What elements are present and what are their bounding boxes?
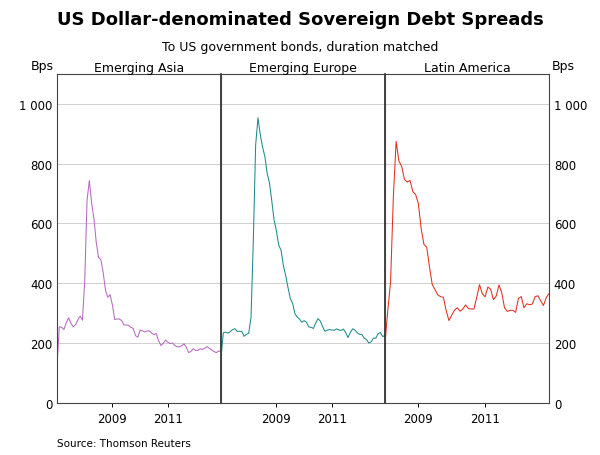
Text: US Dollar-denominated Sovereign Debt Spreads: US Dollar-denominated Sovereign Debt Spr… [56, 11, 544, 29]
Text: Bps: Bps [552, 60, 575, 73]
Text: Emerging Asia: Emerging Asia [94, 62, 184, 75]
Text: Source: Thomson Reuters: Source: Thomson Reuters [57, 438, 191, 448]
Text: Bps: Bps [31, 60, 54, 73]
Text: Latin America: Latin America [424, 62, 511, 75]
Text: Emerging Europe: Emerging Europe [249, 62, 357, 75]
Text: To US government bonds, duration matched: To US government bonds, duration matched [162, 41, 438, 54]
